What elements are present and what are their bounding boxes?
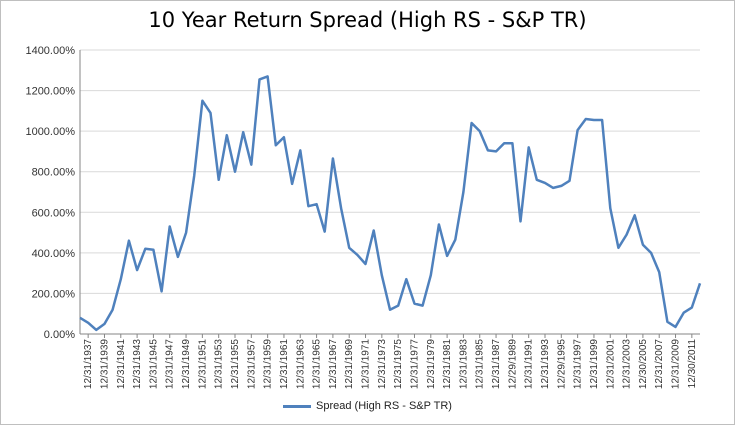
y-tick-label: 1200.00% xyxy=(25,86,75,98)
x-tick-label: 12/31/1973 xyxy=(377,339,388,389)
x-tick-label: 12/31/1947 xyxy=(165,339,176,389)
chart-legend: Spread (High RS - S&P TR) xyxy=(0,400,735,412)
x-tick-label: 12/30/2005 xyxy=(638,339,649,389)
legend-swatch xyxy=(283,404,312,408)
x-tick-label: 12/31/1977 xyxy=(409,339,420,389)
series-line xyxy=(79,75,702,332)
x-tick-label: 12/29/1995 xyxy=(556,339,567,389)
x-tick-label: 12/31/1979 xyxy=(426,339,437,389)
x-tick-label: 12/31/1957 xyxy=(246,339,257,389)
x-tick-label: 12/31/2003 xyxy=(622,339,633,389)
x-tick-label: 12/31/1939 xyxy=(99,339,110,389)
x-tick-label: 12/31/1997 xyxy=(573,339,584,389)
x-tick-label: 12/31/1959 xyxy=(263,339,274,389)
chart-title: 10 Year Return Spread (High RS - S&P TR) xyxy=(148,8,587,32)
y-tick-label: 1000.00% xyxy=(25,126,75,138)
x-tick-label: 12/31/1983 xyxy=(458,339,469,389)
x-tick-label: 12/30/2011 xyxy=(687,339,698,389)
x-tick-label: 12/31/1981 xyxy=(442,339,453,389)
x-tick-label: 12/31/1941 xyxy=(116,339,127,389)
y-tick-label: 1400.00% xyxy=(25,45,75,57)
y-tick-label: 600.00% xyxy=(32,207,76,219)
x-tick-label: 12/31/1943 xyxy=(132,339,143,389)
y-tick-label: 200.00% xyxy=(32,288,76,300)
x-tick-label: 12/31/1953 xyxy=(214,339,225,389)
x-tick-label: 12/31/2009 xyxy=(671,339,682,389)
x-tick-label: 12/31/1951 xyxy=(197,339,208,389)
x-tick-label: 12/31/1993 xyxy=(540,339,551,389)
x-tick-label: 12/31/1961 xyxy=(279,339,290,389)
x-tick-label: 12/31/1987 xyxy=(491,339,502,389)
x-tick-label: 12/29/1989 xyxy=(507,339,518,389)
x-tick-label: 12/31/1971 xyxy=(361,339,372,389)
x-tick-label: 12/31/1975 xyxy=(393,339,404,389)
x-tick-label: 12/31/1955 xyxy=(230,339,241,389)
x-tick-label: 12/31/1991 xyxy=(524,339,535,389)
x-tick-label: 12/31/2001 xyxy=(605,339,616,389)
x-tick-label: 12/31/1937 xyxy=(83,339,94,389)
legend-label: Spread (High RS - S&P TR) xyxy=(316,400,452,412)
x-tick-label: 12/31/1999 xyxy=(589,339,600,389)
y-tick-label: 0.00% xyxy=(44,329,75,341)
x-tick-label: 12/31/1945 xyxy=(148,339,159,389)
x-tick-label: 12/31/1985 xyxy=(475,339,486,389)
x-tick-label: 12/31/1969 xyxy=(344,339,355,389)
y-tick-label: 800.00% xyxy=(32,167,76,179)
x-tick-label: 12/31/2007 xyxy=(654,339,665,389)
y-tick-label: 400.00% xyxy=(32,248,76,260)
x-tick-label: 12/31/1967 xyxy=(328,339,339,389)
x-tick-label: 12/31/1965 xyxy=(312,339,323,389)
x-tick-label: 12/31/1949 xyxy=(181,339,192,389)
x-tick-label: 12/31/1963 xyxy=(295,339,306,389)
